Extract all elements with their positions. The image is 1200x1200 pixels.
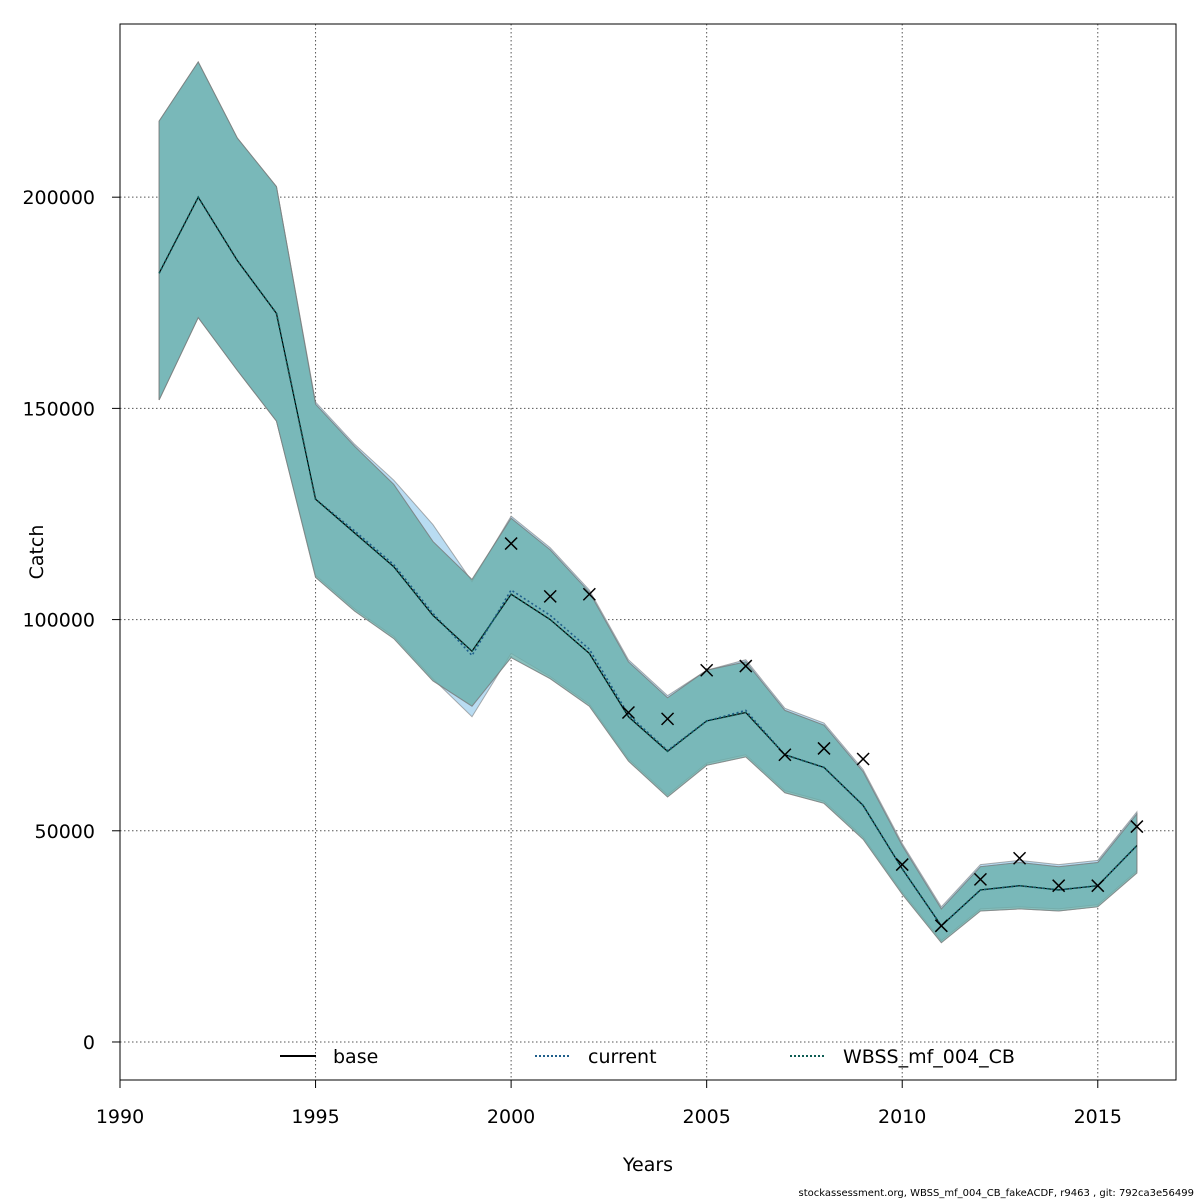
x-tick-label-2015: 2015	[1074, 1106, 1122, 1128]
obs-stroke-b-2007	[778, 748, 792, 762]
grid-lines	[119, 24, 1176, 1080]
obs-stroke-b-2014	[1052, 879, 1066, 893]
y-tick-label-0: 0	[83, 1032, 95, 1054]
obs-stroke-b-2002	[582, 587, 596, 601]
obs-stroke-b-2010	[895, 858, 909, 872]
obs-stroke-b-2012	[973, 872, 987, 886]
obs-stroke-b-2009	[856, 752, 870, 766]
obs-marker-2005	[700, 663, 714, 677]
obs-marker-2011	[934, 919, 948, 933]
legend-label-WBSS_mf_004_CB: WBSS_mf_004_CB	[843, 1046, 1015, 1068]
y-axis: 0 50000 100000 150000 200000	[22, 187, 120, 1054]
line-current	[158, 195, 1138, 928]
obs-stroke-b-2008	[817, 741, 831, 755]
y-tick-label-200000: 200000	[22, 187, 95, 209]
obs-stroke-b-2004	[661, 712, 675, 726]
obs-stroke-b-2005	[700, 663, 714, 677]
x-tick-label-2000: 2000	[487, 1106, 535, 1128]
obs-marker-2012	[973, 872, 987, 886]
obs-marker-2003	[621, 705, 635, 720]
obs-stroke-b-2001	[543, 589, 557, 603]
legend-label-current: current	[588, 1046, 657, 1068]
obs-marker-2014	[1052, 879, 1066, 893]
obs-marker-2000	[504, 537, 518, 551]
x-tick-label-2010: 2010	[878, 1106, 926, 1128]
legend-label-base: base	[333, 1046, 378, 1068]
legend: base current WBSS_mf_004_CB	[280, 1046, 1015, 1068]
obs-marker-2006	[739, 659, 753, 673]
obs-stroke-b-2013	[1013, 851, 1027, 865]
plot-frame	[119, 23, 1177, 1081]
x-axis-title: Years	[622, 1154, 673, 1176]
x-tick-label-1995: 1995	[291, 1106, 339, 1128]
series-lines	[158, 195, 1138, 928]
obs-stroke-b-2016	[1130, 820, 1144, 834]
y-tick-label-150000: 150000	[22, 398, 95, 420]
obs-marker-2009	[856, 752, 870, 766]
obs-stroke-b-2011	[934, 919, 948, 933]
line-WBSS_mf_004_CB	[158, 195, 1138, 928]
obs-stroke-b-2015	[1091, 879, 1105, 893]
observation-markers	[504, 537, 1144, 933]
confidence-bands	[158, 61, 1138, 944]
obs-stroke-b-2003	[621, 705, 635, 720]
obs-marker-2007	[778, 748, 792, 762]
x-tick-label-1990: 1990	[96, 1106, 144, 1128]
x-axis: 1990 1995 2000 2005 2010 2015	[96, 1079, 1122, 1128]
obs-marker-2008	[817, 741, 831, 755]
obs-marker-2001	[543, 589, 557, 603]
obs-marker-2016	[1130, 820, 1144, 834]
obs-marker-2010	[895, 858, 909, 872]
y-tick-label-100000: 100000	[22, 610, 95, 632]
obs-stroke-b-2006	[739, 659, 753, 673]
x-tick-label-2005: 2005	[682, 1106, 730, 1128]
y-tick-label-50000: 50000	[35, 821, 95, 843]
footer-credit: stockassessment.org, WBSS_mf_004_CB_fake…	[798, 1188, 1194, 1199]
obs-marker-2004	[661, 712, 675, 726]
y-axis-title: Catch	[26, 525, 48, 580]
band-base	[158, 61, 1138, 944]
obs-marker-2013	[1013, 851, 1027, 865]
obs-marker-2015	[1091, 879, 1105, 893]
obs-stroke-b-2000	[504, 537, 518, 551]
line-base	[158, 195, 1138, 927]
obs-marker-2002	[582, 587, 596, 601]
